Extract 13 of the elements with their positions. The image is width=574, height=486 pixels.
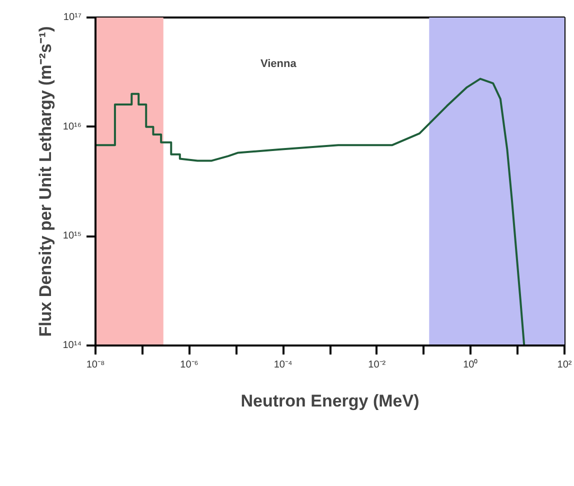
- y-tick-label: 10¹⁶: [62, 121, 82, 132]
- x-tick-label: 10⁻²: [368, 360, 386, 370]
- annotation: Vienna: [260, 58, 298, 70]
- x-tick-label: 10⁰: [463, 358, 478, 370]
- x-tick-label: 10⁻⁸: [86, 360, 105, 370]
- x-tick-label: 10⁻⁶: [180, 360, 198, 370]
- x-axis-title: Neutron Energy (MeV): [240, 392, 420, 410]
- y-tick-label: 10¹⁷: [63, 12, 82, 23]
- y-tick-label: 10¹⁵: [62, 230, 82, 242]
- y-tick-label: 10¹⁴: [62, 340, 82, 351]
- x-tick-label: 10²: [557, 360, 572, 370]
- y-axis-title: Flux Density per Unit Lethargy (m⁻²s⁻¹): [36, 26, 55, 337]
- x-tick-label: 10⁻⁴: [274, 360, 292, 370]
